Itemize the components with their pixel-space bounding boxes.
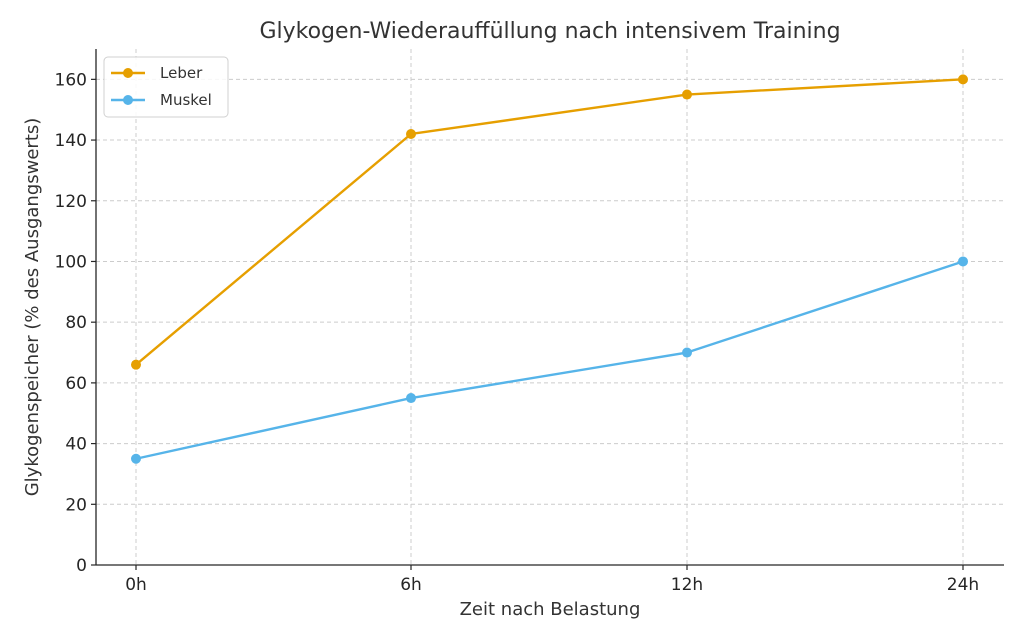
legend-label: Leber bbox=[160, 64, 203, 82]
x-tick-label: 24h bbox=[947, 575, 979, 595]
data-point bbox=[682, 89, 692, 100]
legend-swatch-marker bbox=[123, 95, 133, 105]
series-muskel bbox=[131, 256, 968, 464]
series-layer bbox=[131, 74, 968, 464]
data-point bbox=[131, 453, 141, 464]
x-tick-label: 6h bbox=[400, 575, 422, 595]
data-point bbox=[406, 393, 416, 404]
data-point bbox=[682, 347, 692, 358]
chart-title: Glykogen-Wiederauffüllung nach intensive… bbox=[259, 19, 840, 44]
series-line bbox=[135, 260, 964, 460]
data-point bbox=[958, 74, 968, 85]
x-tick-label: 12h bbox=[671, 575, 703, 595]
data-point bbox=[958, 256, 968, 267]
y-tick-label: 40 bbox=[65, 435, 87, 455]
y-tick-label: 100 bbox=[55, 252, 87, 272]
grid bbox=[96, 49, 1004, 565]
data-point bbox=[406, 128, 416, 139]
y-tick-label: 160 bbox=[55, 70, 87, 90]
x-tick-label: 0h bbox=[125, 575, 147, 595]
series-leber bbox=[131, 74, 968, 370]
legend: Leber Muskel bbox=[103, 56, 229, 118]
y-tick-label: 140 bbox=[55, 131, 87, 151]
axes: 0 20 40 60 80 100 120 140 160 0h 6h 12h 24h bbox=[55, 49, 1004, 595]
y-tick-label: 120 bbox=[55, 192, 87, 212]
y-tick-label: 0 bbox=[76, 556, 87, 576]
legend-swatch-marker bbox=[123, 68, 133, 78]
y-tick-label: 20 bbox=[65, 495, 87, 515]
legend-label: Muskel bbox=[160, 91, 212, 109]
x-axis-label: Zeit nach Belastung bbox=[460, 599, 641, 620]
y-tick-label: 60 bbox=[65, 374, 87, 394]
data-point bbox=[131, 359, 141, 370]
series-line bbox=[135, 78, 964, 366]
y-tick-label: 80 bbox=[65, 313, 87, 333]
y-axis-label: Glykogenspeicher (% des Ausgangswerts) bbox=[22, 118, 43, 497]
